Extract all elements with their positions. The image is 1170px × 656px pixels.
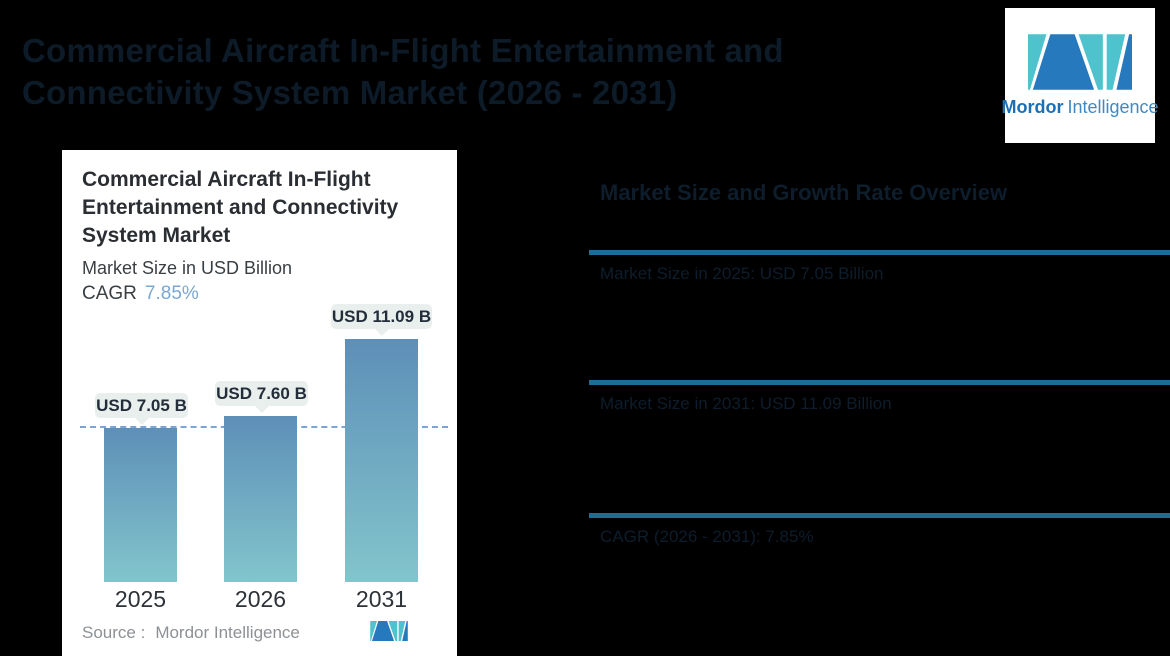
card-header: Commercial Aircraft In-Flight Entertainm… xyxy=(62,150,457,305)
stat-text: Market Size in 2025: USD 7.05 Billion xyxy=(600,264,884,283)
page-title-line1: Commercial Aircraft In-Flight Entertainm… xyxy=(22,32,784,69)
page-title-line2: Connectivity System Market (2026 - 2031) xyxy=(22,74,678,111)
mordor-intelligence-mini-logo-icon xyxy=(370,621,408,641)
brand-wordmark: Mordor Intelligence xyxy=(1001,97,1158,118)
x-axis-label-2031: 2031 xyxy=(355,586,408,612)
brand-wordmark-light: Intelligence xyxy=(1067,96,1159,117)
page-title: Commercial Aircraft In-Flight Entertainm… xyxy=(22,30,942,114)
bar-value-label-2031: USD 11.09 B xyxy=(331,304,432,336)
source-text: Source : Mordor Intelligence xyxy=(82,623,300,643)
x-axis-label-2026: 2026 xyxy=(234,586,287,612)
chart-bar-2026 xyxy=(224,416,297,582)
card-title-line3: System Market xyxy=(82,224,231,247)
card-title: Commercial Aircraft In-Flight Entertainm… xyxy=(82,166,437,250)
stat-row-market-size-2025: Market Size in 2025: USD 7.05 Billion xyxy=(589,250,1170,284)
cagr-value: 7.85% xyxy=(144,283,199,304)
cagr-line: CAGR 7.85% xyxy=(82,283,437,305)
card-title-line1: Commercial Aircraft In-Flight xyxy=(82,168,371,191)
source-value: Mordor Intelligence xyxy=(155,623,300,642)
divider-rule xyxy=(589,250,1170,255)
chart-bar-2025 xyxy=(104,428,177,582)
brand-logo-box: Mordor Intelligence xyxy=(1001,8,1159,143)
card-subtitle: Market Size in USD Billion xyxy=(82,258,293,278)
source-row: Source : Mordor Intelligence xyxy=(82,620,437,646)
stats-heading: Market Size and Growth Rate Overview xyxy=(600,180,1008,205)
stat-text: Market Size in 2031: USD 11.09 Billion xyxy=(600,394,892,413)
bar-value-label-2025: USD 7.05 B xyxy=(95,393,188,425)
card-title-line2: Entertainment and Connectivity xyxy=(82,196,399,219)
market-chart-card: Commercial Aircraft In-Flight Entertainm… xyxy=(62,150,457,656)
x-axis-labels: 2025 2026 2031 xyxy=(62,586,457,614)
cagr-label: CAGR xyxy=(82,283,137,304)
bar-chart: USD 7.05 B USD 7.60 B USD 11.09 B xyxy=(62,290,457,582)
source-label: Source : xyxy=(82,623,146,642)
brand-wordmark-bold: Mordor xyxy=(1001,96,1064,117)
mordor-intelligence-logo-icon xyxy=(1028,33,1132,90)
stats-panel: Market Size and Growth Rate Overview Mar… xyxy=(589,0,1170,656)
stat-row-cagr: CAGR (2026 - 2031): 7.85% xyxy=(589,513,1170,547)
divider-rule xyxy=(589,380,1170,385)
chart-bar-2031 xyxy=(345,339,418,582)
divider-rule xyxy=(589,513,1170,518)
stat-row-market-size-2031: Market Size in 2031: USD 11.09 Billion xyxy=(589,380,1170,414)
x-axis-label-2025: 2025 xyxy=(114,586,167,612)
stat-text: CAGR (2026 - 2031): 7.85% xyxy=(600,527,814,546)
bar-value-label-2026: USD 7.60 B xyxy=(215,381,308,413)
